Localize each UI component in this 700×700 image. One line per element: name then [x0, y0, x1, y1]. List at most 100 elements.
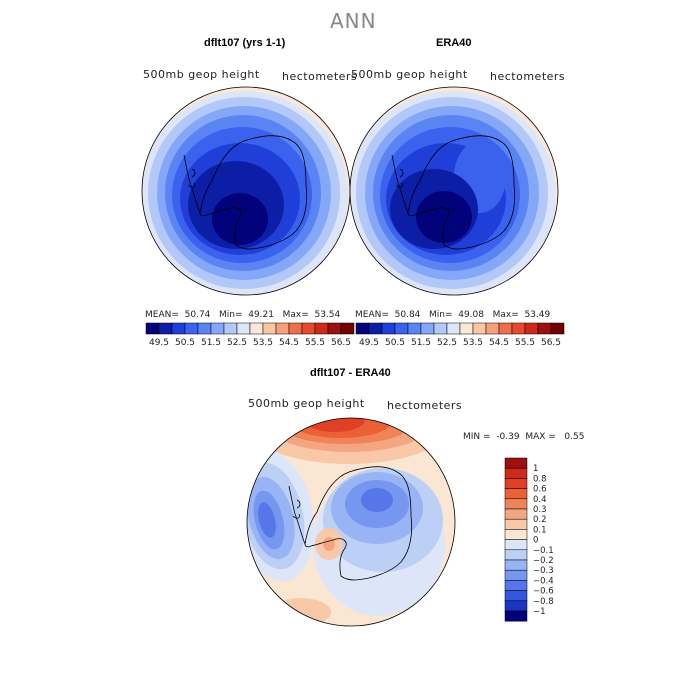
obs-colorbar-swatch [407, 322, 422, 335]
diff-colorbar-swatch [504, 610, 528, 622]
obs-colorbar-swatch [524, 322, 539, 335]
model-colorbar-swatch [301, 322, 316, 335]
model-colorbar-swatch [158, 322, 173, 335]
diff-colorbar-swatch [504, 478, 528, 489]
model-colorbar: 49.5 50.5 51.5 52.5 53.5 54.5 55.5 56.5 [145, 322, 355, 348]
diff-colorbar-tick-label: −0.1 [533, 546, 554, 556]
model-colorbar-tick-label: 51.5 [201, 338, 221, 348]
diff-colorbar-tick-label: 0.2 [533, 515, 547, 525]
model-units-label: hectometers [282, 70, 358, 83]
diff-colorbar-swatch [504, 529, 528, 540]
model-colorbar-swatch [171, 322, 186, 335]
diff-colorbar-swatch [504, 549, 528, 561]
diff-colorbar-tick-label: −1 [533, 607, 546, 617]
model-peninsula-coastline [183, 154, 201, 214]
obs-contour-band [416, 191, 472, 243]
diff-variable-label: 500mb geop height [248, 397, 365, 410]
diff-colorbar-swatch [504, 569, 528, 581]
diff-colorbar-tick-label: −0.3 [533, 566, 554, 576]
obs-polar-map [349, 86, 559, 296]
model-colorbar-swatch [145, 322, 160, 335]
diff-contour-band [258, 502, 276, 538]
obs-colorbar-tick-label: 55.5 [515, 338, 535, 348]
obs-colorbar-swatch [459, 322, 474, 335]
obs-colorbar-swatch [498, 322, 513, 335]
obs-colorbar-swatch [433, 322, 448, 335]
diff-colorbar-swatch [504, 580, 528, 591]
obs-variable-label: 500mb geop height [351, 68, 468, 81]
diff-colorbar-tick-label: −0.4 [533, 576, 554, 586]
model-stats: MEAN= 50.74 Min= 49.21 Max= 53.54 [145, 310, 341, 320]
diff-colorbar-tick-label: 0.4 [533, 495, 547, 505]
obs-colorbar-swatch [368, 322, 383, 335]
model-colorbar-swatch [327, 322, 342, 335]
obs-colorbar-swatch [472, 322, 487, 335]
diff-stats: MIN = -0.39 MAX = 0.55 [463, 432, 585, 442]
model-antarctica-coastline [199, 135, 308, 250]
model-colorbar-tick-label: 54.5 [279, 338, 299, 348]
diff-colorbar-swatch [504, 559, 528, 571]
obs-antarctica-coastline [407, 135, 516, 250]
diff-peninsula-coastline [288, 485, 306, 545]
model-colorbar-swatch [275, 322, 290, 335]
obs-colorbar-swatch [550, 322, 565, 335]
diff-colorbar-tick-label: 0.1 [533, 525, 547, 535]
obs-colorbar-swatch [485, 322, 500, 335]
diff-colorbar-swatch [504, 518, 528, 530]
diff-colorbar-tick-label: 0.8 [533, 474, 547, 484]
diff-contour-band [305, 418, 365, 432]
model-colorbar-tick-label: 55.5 [305, 338, 325, 348]
obs-peninsula-coastline [391, 154, 409, 214]
model-colorbar-tick-label: 50.5 [175, 338, 195, 348]
obs-stats: MEAN= 50.84 Min= 49.08 Max= 53.49 [355, 310, 551, 320]
diff-colorbar-tick-label: 1 [533, 464, 538, 474]
model-colorbar-swatch [236, 322, 251, 335]
model-colorbar-tick-label: 53.5 [253, 338, 273, 348]
obs-colorbar-swatch [394, 322, 409, 335]
obs-map-boundary [349, 86, 559, 296]
diff-colorbar-tick-label: −0.2 [533, 556, 554, 566]
diff-colorbar-swatch [504, 467, 528, 479]
obs-panel-title: ERA40 [436, 37, 472, 49]
obs-colorbar-tick-label: 53.5 [463, 338, 483, 348]
diff-colorbar-tick-label: −0.6 [533, 587, 554, 597]
diff-colorbar-tick-label: 0.3 [533, 505, 547, 515]
model-panel-title: dflt107 (yrs 1-1) [204, 37, 286, 49]
model-colorbar-swatch [314, 322, 329, 335]
obs-colorbar-tick-label: 50.5 [385, 338, 405, 348]
diff-colorbar-swatch [504, 539, 528, 551]
model-colorbar-swatch [262, 322, 277, 335]
obs-colorbar-swatch [537, 322, 552, 335]
obs-colorbar-tick-label: 56.5 [541, 338, 561, 348]
model-colorbar-swatch [184, 322, 199, 335]
diff-contour-band [323, 537, 335, 551]
obs-colorbar-swatch [446, 322, 461, 335]
model-colorbar-swatch [197, 322, 212, 335]
obs-colorbar-swatch [420, 322, 435, 335]
obs-colorbar: 49.5 50.5 51.5 52.5 53.5 54.5 55.5 56.5 [355, 322, 565, 348]
model-colorbar-swatch [340, 322, 355, 335]
diff-map-boundary [246, 417, 456, 627]
obs-colorbar-swatch [381, 322, 396, 335]
diff-colorbar-tick-label: −0.8 [533, 597, 554, 607]
obs-colorbar-swatch [355, 322, 370, 335]
diff-panel-title: dflt107 - ERA40 [310, 367, 391, 379]
diff-colorbar: 10.80.60.40.30.20.10−0.1−0.2−0.3−0.4−0.6… [504, 457, 554, 622]
model-colorbar-tick-label: 49.5 [149, 338, 169, 348]
model-colorbar-swatch [223, 322, 238, 335]
diff-polar-map [246, 417, 456, 627]
model-variable-label: 500mb geop height [143, 68, 260, 81]
diff-colorbar-swatch [504, 600, 528, 612]
obs-colorbar-tick-label: 54.5 [489, 338, 509, 348]
diff-colorbar-tick-label: 0.6 [533, 485, 547, 495]
diff-colorbar-swatch [504, 590, 528, 602]
model-colorbar-tick-label: 52.5 [227, 338, 247, 348]
model-polar-map [141, 86, 351, 296]
model-colorbar-tick-label: 56.5 [331, 338, 351, 348]
obs-units-label: hectometers [490, 70, 566, 83]
diff-contour-band [361, 488, 393, 512]
obs-colorbar-tick-label: 52.5 [437, 338, 457, 348]
model-colorbar-swatch [210, 322, 225, 335]
diff-antarctica-coastline [304, 466, 413, 581]
diff-colorbar-tick-label: 0 [533, 536, 538, 546]
